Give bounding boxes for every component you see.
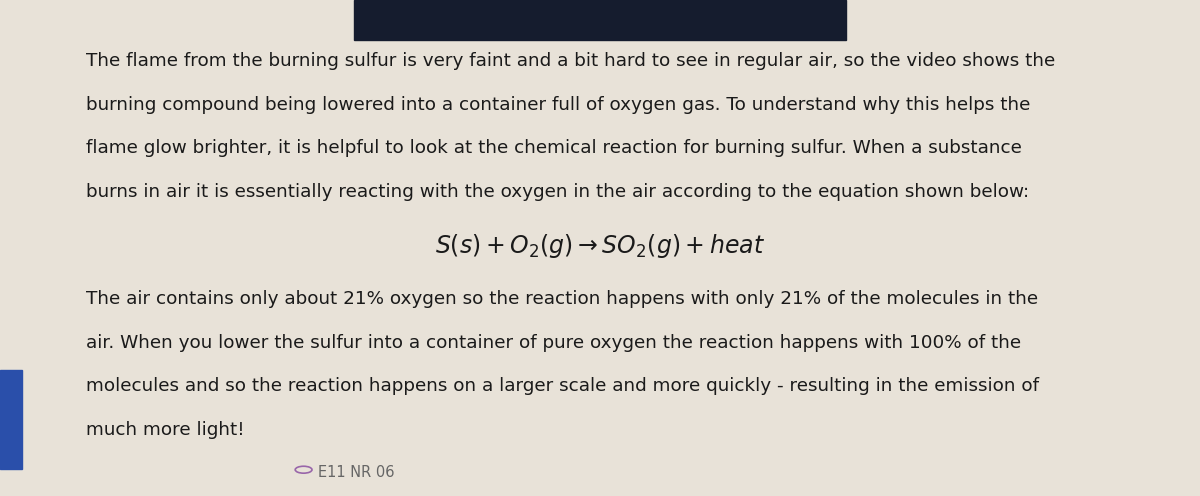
Text: burns in air it is essentially reacting with the oxygen in the air according to : burns in air it is essentially reacting …: [86, 183, 1030, 201]
Text: air. When you lower the sulfur into a container of pure oxygen the reaction happ: air. When you lower the sulfur into a co…: [86, 334, 1021, 352]
Text: burning compound being lowered into a container full of oxygen gas. To understan: burning compound being lowered into a co…: [86, 96, 1031, 114]
Text: molecules and so the reaction happens on a larger scale and more quickly - resul: molecules and so the reaction happens on…: [86, 377, 1039, 395]
Bar: [354, 0, 846, 40]
Text: much more light!: much more light!: [86, 421, 245, 439]
Bar: [0, 370, 22, 469]
Text: $\mathit{S(s) + O_2(g) \rightarrow SO_2(g) + heat}$: $\mathit{S(s) + O_2(g) \rightarrow SO_2(…: [434, 232, 766, 259]
Text: The flame from the burning sulfur is very faint and a bit hard to see in regular: The flame from the burning sulfur is ver…: [86, 52, 1056, 70]
Text: The air contains only about 21% oxygen so the reaction happens with only 21% of : The air contains only about 21% oxygen s…: [86, 290, 1038, 308]
Text: E11 NR 06: E11 NR 06: [318, 465, 395, 480]
Text: flame glow brighter, it is helpful to look at the chemical reaction for burning : flame glow brighter, it is helpful to lo…: [86, 139, 1022, 157]
